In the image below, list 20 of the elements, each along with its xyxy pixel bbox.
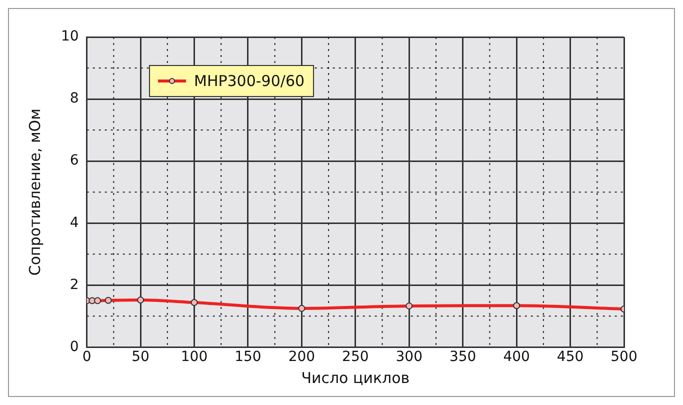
x-tick-label: 400: [503, 349, 530, 366]
x-tick-label: 50: [132, 349, 150, 366]
y-tick-label: 4: [70, 214, 79, 231]
y-tick-label: 10: [60, 28, 79, 45]
y-tick-label: 2: [70, 276, 79, 293]
x-tick-label: 0: [82, 349, 92, 366]
x-tick-label: 450: [556, 349, 584, 366]
x-tick-label: 200: [288, 349, 316, 366]
x-tick-label: 300: [396, 349, 422, 366]
x-axis-title: Число циклов: [301, 368, 410, 387]
x-tick-label: 500: [610, 349, 638, 366]
y-tick-label: 6: [70, 152, 79, 169]
x-tick-label: 100: [180, 349, 208, 366]
y-tick-label: 8: [70, 90, 79, 107]
x-tick-label: 150: [234, 349, 262, 366]
y-axis-title: Сопротивление, мОм: [26, 108, 44, 276]
x-tick-label: 250: [342, 349, 369, 366]
y-tick-label: 0: [70, 338, 79, 355]
legend-label: МНР300-90/60: [194, 72, 305, 90]
x-tick-label: 350: [449, 349, 476, 366]
